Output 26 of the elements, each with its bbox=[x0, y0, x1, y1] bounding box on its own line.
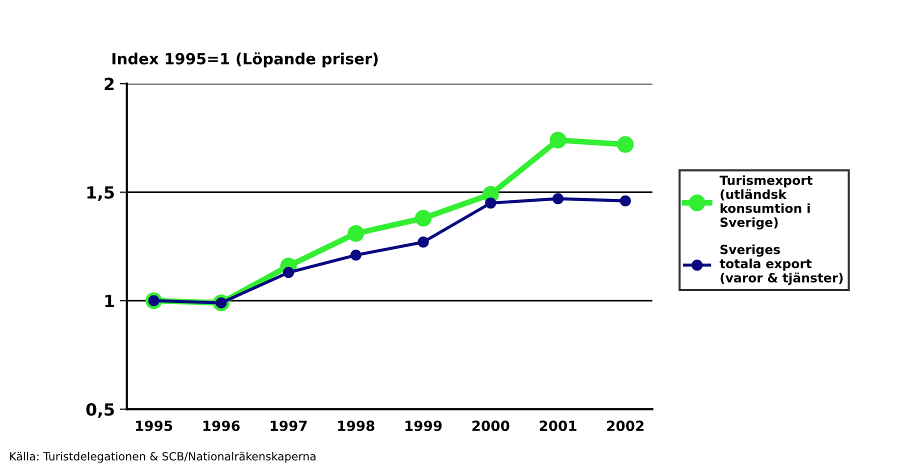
y-tick-label: 0,5 bbox=[86, 403, 114, 418]
point bbox=[350, 250, 362, 261]
point bbox=[348, 225, 364, 242]
x-tick-label: 1997 bbox=[270, 420, 307, 432]
point bbox=[485, 197, 496, 209]
point bbox=[414, 210, 432, 227]
x-tick-label: 2001 bbox=[540, 420, 576, 432]
x-tick-label: 2000 bbox=[472, 420, 510, 432]
x-tick-label: 1996 bbox=[203, 420, 240, 432]
point bbox=[620, 195, 631, 206]
point bbox=[282, 266, 294, 278]
x-tick-label: 1999 bbox=[406, 420, 442, 432]
x-tick-label: 2002 bbox=[607, 420, 644, 432]
y-tick-label: 2 bbox=[104, 78, 114, 90]
point bbox=[418, 236, 429, 248]
legend-label: Turismexport (utländsk konsumtion i Sverige) bbox=[720, 175, 812, 230]
y-tick-label: 1 bbox=[105, 294, 114, 308]
x-tick-label: 1995 bbox=[136, 420, 172, 432]
chart-title: Index 1995=1 (Löpande priser) bbox=[112, 52, 378, 68]
y-tick-label: 1,5 bbox=[87, 186, 114, 201]
text: Källa: Turistdelegationen & SCB/Nationalräkenskaperna bbox=[10, 452, 316, 463]
point bbox=[550, 132, 566, 148]
point bbox=[552, 193, 564, 204]
legend-label: Sveriges totala export (varor & tjänster) bbox=[720, 244, 843, 286]
x-tick-label: 1998 bbox=[338, 420, 374, 432]
point bbox=[617, 136, 634, 153]
